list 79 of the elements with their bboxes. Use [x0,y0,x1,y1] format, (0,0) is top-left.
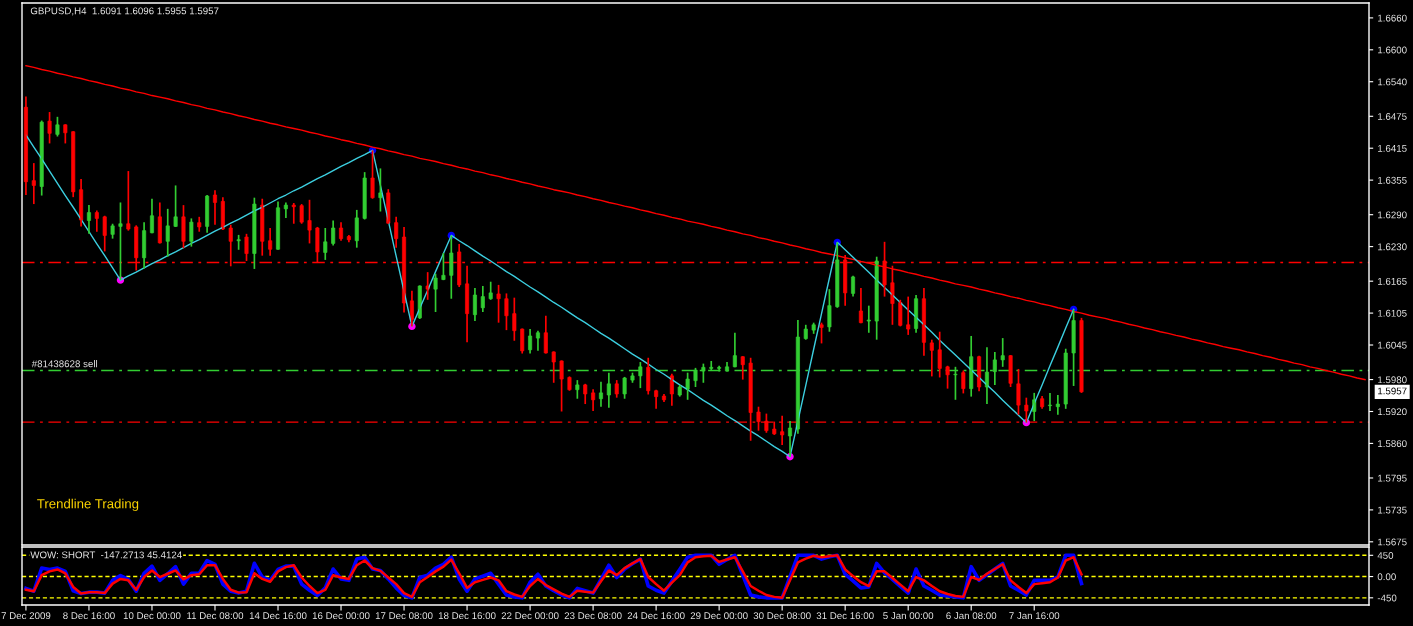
x-tick-label: 29 Dec 00:00 [690,612,748,620]
x-tick-label: 5 Jan 00:00 [883,612,934,620]
candlestick [496,284,501,324]
candlestick [307,198,312,245]
x-tick-label: 22 Dec 00:00 [501,612,559,620]
candlestick [819,321,824,345]
y-tick-label: 1.5795 [1378,474,1407,482]
candlestick [433,272,438,313]
candlestick [181,204,186,250]
candlestick [890,264,895,326]
candlestick [1000,337,1005,368]
y-tick-label: 1.5980 [1378,376,1407,384]
candlestick [299,203,304,225]
candlestick [1047,392,1052,412]
y-tick-label: 450 [1377,552,1394,559]
x-tick-label: 24 Dec 16:00 [627,612,685,620]
candlestick [362,171,367,221]
x-tick-label: 7 Jan 16:00 [1009,612,1060,620]
y-tick-label: 1.6540 [1378,78,1407,86]
y-tick-label: 1.5675 [1378,538,1407,546]
candlestick [189,217,194,248]
candlestick [197,215,202,233]
candlestick [559,359,564,413]
candlestick [1016,368,1021,416]
candlestick [748,356,753,442]
y-tick-label: 1.6165 [1378,277,1407,285]
x-tick-label: 16 Dec 00:00 [312,612,370,620]
chart-title: WOW: SHORT -147.2713 45.4124 [30,551,182,559]
y-tick-label: 1.6660 [1378,14,1407,22]
annotation: Trendline Trading [37,498,139,512]
y-tick-label: 1.5735 [1378,506,1407,514]
x-tick-label: 17 Dec 08:00 [375,612,433,620]
candlestick [1008,354,1013,388]
candlestick [882,240,887,298]
candlestick [126,170,131,232]
x-tick-label: 7 Dec 2009 [1,612,51,620]
line-series [25,65,1366,381]
y-tick-label: 1.6290 [1378,211,1407,219]
candlestick [575,379,580,400]
chart-title: GBPUSD,H4 1.6091 1.6096 1.5955 1.5957 [30,7,219,16]
y-tick-label: 1.6355 [1378,176,1407,184]
y-tick-label: 1.6105 [1378,309,1407,317]
x-tick-label: 18 Dec 16:00 [438,612,496,620]
x-tick-label: 23 Dec 08:00 [564,612,622,620]
y-tick-label: 1.6045 [1378,341,1407,349]
candlestick [622,376,627,400]
candlestick [827,288,832,333]
y-tick-label: 1.5860 [1378,440,1407,448]
x-tick-label: 11 Dec 08:00 [187,612,244,620]
y-tick-label: 1.6415 [1378,144,1407,152]
x-tick-label: 14 Dec 16:00 [249,612,307,620]
candlestick [291,202,296,225]
x-tick-label: 6 Jan 08:00 [946,612,997,620]
y-tick-label: 1.6230 [1378,243,1407,251]
candlestick [866,304,871,334]
text: 1.5957 [1378,387,1407,395]
y-tick-label: 0.00 [1377,573,1396,581]
candlestick [252,196,257,270]
candlestick [173,184,178,228]
ref-line-label: #81438628 sell [31,360,98,368]
y-tick-label: 1.6475 [1378,113,1407,120]
candlestick [1024,396,1029,424]
y-tick-label: -450 [1377,594,1397,602]
candlestick [504,292,509,331]
candlestick [441,252,446,281]
candlestick [47,111,52,145]
candlestick [118,201,123,281]
x-tick-label: 31 Dec 16:00 [816,612,874,620]
candlestick [370,149,375,200]
candlestick [685,371,690,401]
candlestick [945,364,950,390]
y-tick-label: 1.6600 [1378,46,1407,54]
candlestick [244,233,249,262]
y-tick-label: 1.5920 [1378,408,1407,416]
candlestick [1079,317,1084,394]
x-tick-label: 30 Dec 08:00 [753,612,811,620]
x-tick-label: 8 Dec 16:00 [63,612,115,620]
x-tick-label: 10 Dec 00:00 [123,612,181,620]
candlestick [55,115,60,138]
